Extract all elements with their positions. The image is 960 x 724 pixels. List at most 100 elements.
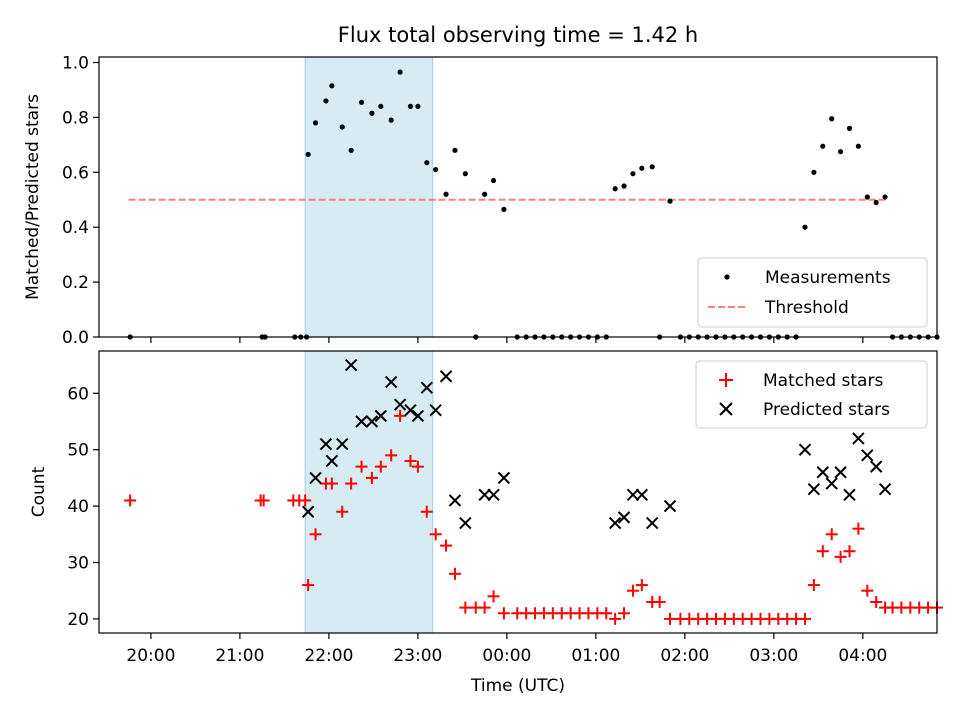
x-b: [869, 460, 883, 473]
top-y-tick-label: 0.6: [62, 163, 89, 183]
predicted-star-point: [309, 471, 322, 485]
measurement-point: [864, 194, 870, 200]
matched-star-point: [302, 579, 315, 592]
matched-star-point: [404, 454, 417, 467]
matched-star-point: [497, 607, 510, 620]
predicted-star-point: [374, 409, 388, 423]
bottom-x-tick-label: 21:00: [215, 646, 264, 666]
predicted-star-point: [439, 370, 453, 383]
x-b: [325, 454, 339, 468]
x-b: [411, 409, 425, 423]
predicted-stars-points: [301, 358, 892, 530]
matched-star-point: [374, 460, 387, 473]
predicted-star-point: [336, 437, 349, 451]
x-b: [355, 415, 368, 428]
legend-predicted-marker: [719, 402, 733, 416]
measurement-point: [407, 103, 414, 110]
predicted-star-point: [816, 466, 830, 479]
predicted-star-point: [807, 482, 821, 496]
matched-star-point: [626, 584, 639, 597]
matched-star-point: [385, 449, 398, 462]
matched-star-point: [635, 579, 648, 592]
matched-star-point: [448, 567, 461, 580]
matched-star-point: [336, 505, 349, 518]
x-b: [852, 432, 865, 445]
x-b: [487, 488, 500, 502]
x-b: [497, 471, 511, 485]
measurement-point: [329, 83, 335, 89]
x-b: [404, 404, 417, 417]
bottom-y-axis: 20 30 40 50 60: [67, 384, 99, 630]
x-b: [646, 516, 659, 530]
matched-star-point: [834, 550, 847, 563]
bottom-y-tick-label: 50: [67, 441, 89, 461]
bottom-legend: Matched stars Predicted stars: [695, 360, 928, 429]
bottom-x-tick-label: 22:00: [304, 646, 353, 666]
matched-star-point: [487, 590, 500, 603]
legend-measurements-marker: [724, 274, 730, 280]
predicted-star-point: [497, 471, 511, 485]
predicted-star-point: [325, 454, 339, 468]
measurement-point: [649, 164, 655, 170]
x-b: [861, 449, 874, 462]
top-axes-frame: [98, 56, 938, 338]
predicted-star-point: [384, 375, 398, 389]
predicted-star-point: [626, 488, 640, 502]
measurement-point: [358, 99, 365, 105]
matched-star-point: [420, 505, 433, 518]
matched-star-point: [440, 539, 453, 552]
x-b: [843, 488, 856, 502]
legend-threshold-label: Threshold: [764, 298, 849, 318]
matched-star-point: [618, 607, 631, 620]
predicted-star-point: [301, 505, 315, 518]
x-b: [344, 358, 358, 372]
predicted-star-point: [355, 415, 368, 428]
matched-star-point: [124, 494, 137, 507]
bottom-y-tick-label: 30: [67, 554, 89, 574]
x-b: [365, 415, 379, 428]
bottom-x-tick-label: 00:00: [482, 646, 531, 666]
bottom-y-tick-label: 40: [67, 497, 89, 517]
measurement-point: [882, 194, 888, 200]
bottom-x-tick-label: 03:00: [749, 646, 798, 666]
top-y-tick-label: 1.0: [62, 53, 89, 73]
x-b: [429, 404, 442, 417]
predicted-star-point: [411, 409, 425, 423]
predicted-star-point: [798, 443, 812, 456]
matched-star-point: [600, 607, 613, 620]
bottom-x-tick-label: 01:00: [571, 646, 620, 666]
x-b: [393, 398, 407, 411]
x-b: [663, 499, 677, 513]
predicted-star-point: [635, 488, 649, 502]
top-y-axis: 0.0 0.2 0.4 0.6 0.8 1.0: [62, 53, 99, 348]
measurement-point: [443, 191, 449, 197]
x-b: [816, 466, 830, 479]
matched-star-point: [653, 595, 666, 608]
matched-star-point: [852, 522, 865, 535]
matched-star-point: [664, 612, 677, 625]
legend-predicted-label: Predicted stars: [763, 400, 890, 420]
bottom-x-tick-label: 02:00: [660, 646, 709, 666]
top-legend: Measurements Threshold: [697, 257, 928, 328]
x-b: [798, 443, 812, 456]
measurement-point: [348, 147, 354, 153]
x-b: [439, 370, 453, 383]
measurement-point: [667, 198, 673, 204]
measurement-point: [802, 224, 808, 230]
measurement-point: [378, 103, 384, 110]
measurement-point: [415, 103, 421, 110]
measurement-point: [397, 69, 403, 75]
measurement-point: [462, 171, 468, 177]
matched-star-point: [325, 477, 338, 490]
top-y-tick-label: 0.2: [62, 273, 89, 293]
legend-matched-label: Matched stars: [763, 371, 883, 391]
x-b: [825, 477, 838, 490]
measurement-point: [433, 166, 439, 173]
measurement-point: [452, 147, 458, 153]
predicted-star-point: [852, 432, 865, 445]
matched-star-point: [459, 601, 472, 614]
predicted-star-point: [459, 516, 472, 530]
x-b: [448, 494, 462, 507]
x-b: [309, 471, 322, 485]
